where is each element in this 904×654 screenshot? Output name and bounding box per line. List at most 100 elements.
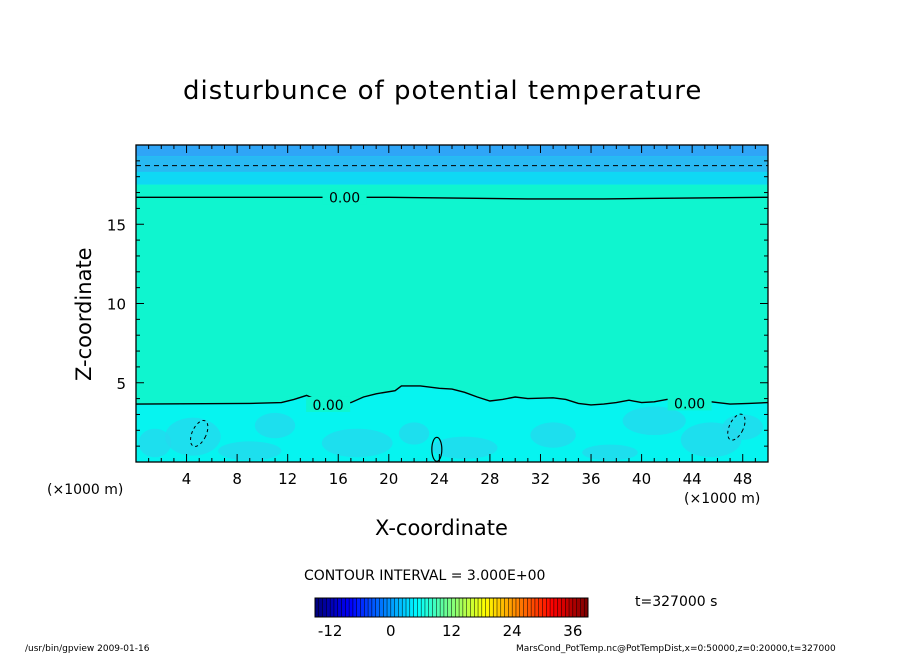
colorbar-cell xyxy=(356,598,361,617)
colorbar-cell xyxy=(504,598,509,617)
time-label: t=327000 s xyxy=(635,594,718,610)
colorbar-cell xyxy=(451,598,456,617)
x-axis-label: X-coordinate xyxy=(375,516,508,540)
lower-patch xyxy=(321,428,393,458)
colorbar-cell xyxy=(409,598,414,617)
colorbar-cell xyxy=(330,598,335,617)
colorbar-cell xyxy=(394,598,399,617)
chart-title: disturbunce of potential temperature xyxy=(183,76,703,106)
colorbar-cell xyxy=(576,598,581,617)
colorbar-cell xyxy=(493,598,498,617)
footer-left: /usr/bin/gpview 2009-01-16 xyxy=(25,644,150,654)
colorbar-cell xyxy=(580,598,585,617)
colorbar-cell xyxy=(424,598,430,617)
colorbar-cell xyxy=(402,598,407,617)
contour-label: 0.00 xyxy=(329,190,360,206)
lower-patch xyxy=(622,406,686,436)
colorbar-cell xyxy=(565,598,570,617)
negative-contour-small xyxy=(727,413,746,441)
x-tick-label: 12 xyxy=(278,470,297,488)
colorbar-cell xyxy=(421,598,426,617)
colorbar-cell xyxy=(398,598,403,617)
colorbar-cell xyxy=(497,598,502,617)
lower-patch xyxy=(254,412,296,439)
contour-label: 0.00 xyxy=(674,396,705,412)
colorbar-cell xyxy=(466,598,471,617)
colorbar-cell xyxy=(519,598,524,617)
colorbar-cell xyxy=(470,598,475,617)
x-tick-label: 20 xyxy=(379,470,398,488)
lower-patch xyxy=(722,414,763,440)
colorbar-cell xyxy=(474,598,479,617)
x-tick-label: 40 xyxy=(632,470,651,488)
colorbar-cell xyxy=(379,598,384,617)
colorbar-border xyxy=(314,597,589,618)
colorbar-cell xyxy=(447,598,452,617)
lower-patch xyxy=(218,441,282,461)
x-tick-label: 24 xyxy=(430,470,449,488)
x-tick-label: 8 xyxy=(232,470,242,488)
colorbar: -12 0 12 24 36 xyxy=(314,597,589,640)
contour-lines: 0.00 0.00 0.00 xyxy=(135,165,769,462)
x-unit-label: (×1000 m) xyxy=(684,491,761,507)
positive-contour-small xyxy=(431,436,443,462)
lower-patch xyxy=(138,428,172,458)
colorbar-cell xyxy=(523,598,528,617)
colorbar-cell xyxy=(500,598,505,617)
colorbar-cell xyxy=(572,598,577,617)
colorbar-cell xyxy=(508,598,513,617)
colorbar-cell xyxy=(368,598,373,617)
x-tick-label: 32 xyxy=(531,470,550,488)
x-axis-ticks: 4 8 12 16 20 24 28 32 36 40 44 48 xyxy=(148,145,756,488)
x-tick-label: 48 xyxy=(733,470,752,488)
colorbar-cell xyxy=(455,598,460,617)
colorbar-cell xyxy=(443,598,449,617)
colorbar-cell xyxy=(315,598,320,617)
colorbar-cell xyxy=(345,598,350,617)
contour-label-bg xyxy=(667,395,712,411)
x-tick-label: 36 xyxy=(581,470,600,488)
top-band-fill xyxy=(136,145,768,157)
y-tick-label: 10 xyxy=(107,296,126,314)
colorbar-cell xyxy=(349,598,354,617)
colorbar-cell xyxy=(538,598,543,617)
colorbar-tick-label: 12 xyxy=(442,622,461,640)
colorbar-cell xyxy=(360,598,365,617)
contour-label-bg xyxy=(306,396,351,412)
lower-patch xyxy=(398,422,430,445)
lower-turbulence-patches xyxy=(138,406,763,461)
colorbar-cell xyxy=(546,598,551,617)
colorbar-cell xyxy=(337,598,342,617)
upper-band-fill xyxy=(136,156,768,172)
colorbar-cell xyxy=(352,598,358,617)
contour-label: 0.00 xyxy=(313,398,344,414)
colorbar-cell xyxy=(550,598,555,617)
colorbar-cell xyxy=(512,598,517,617)
y-tick-label: 5 xyxy=(116,375,126,393)
lower-patch xyxy=(431,436,498,459)
colorbar-cell xyxy=(333,598,339,617)
colorbar-cell xyxy=(322,598,327,617)
contour-label-bg xyxy=(322,189,367,205)
colorbar-tick-label: 24 xyxy=(503,622,522,640)
colorbar-cell xyxy=(527,598,532,617)
colorbar-cell xyxy=(371,598,376,617)
colorbar-cell xyxy=(485,598,490,617)
y-axis-label: Z-coordinate xyxy=(72,247,96,381)
y-axis-ticks: 5 10 15 xyxy=(107,160,768,447)
colorbar-cell xyxy=(390,598,395,617)
colorbar-cell xyxy=(561,598,566,617)
lower-patch xyxy=(582,444,638,461)
colorbar-cell xyxy=(383,598,388,617)
colorbar-cell xyxy=(489,598,494,617)
x-tick-label: 16 xyxy=(329,470,348,488)
colorbar-cell xyxy=(364,598,369,617)
x-tick-label: 44 xyxy=(683,470,702,488)
colorbar-cell xyxy=(531,598,536,617)
upper-band2-fill xyxy=(136,171,768,185)
colorbar-cell xyxy=(459,598,464,617)
negative-contour-small xyxy=(190,419,209,447)
colorbar-cell xyxy=(569,598,574,617)
colorbar-cell xyxy=(534,598,540,617)
